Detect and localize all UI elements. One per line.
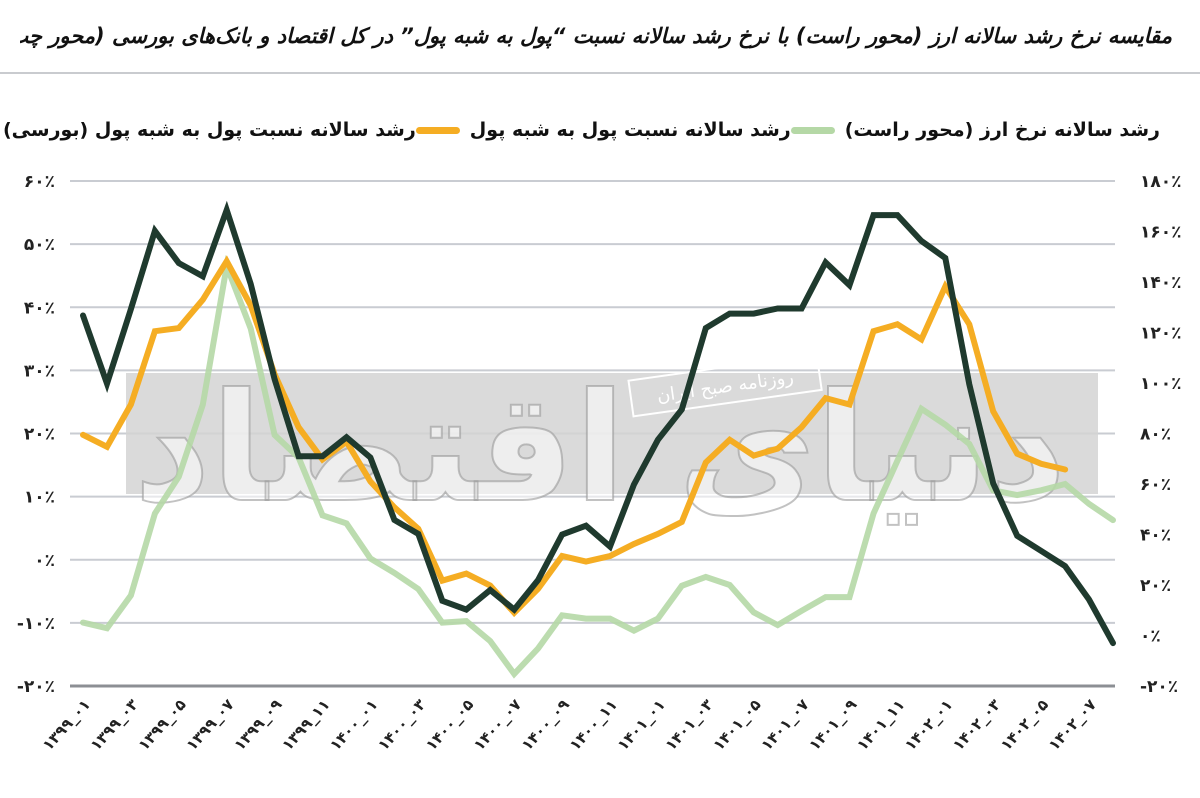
- right-axis-tick-label: -۲۰٪: [1140, 677, 1178, 697]
- left-axis-tick-label: ۵۰٪: [24, 235, 55, 255]
- x-axis-tick-label: ۱۴۰۱_۱۱: [853, 696, 908, 754]
- x-axis-tick-label: ۱۴۰۰_۰۷: [470, 696, 525, 754]
- series-lines: [80, 200, 1116, 679]
- right-axis-ticks: ۱۸۰٪ ۱۶۰٪ ۱۴۰٪ ۱۲۰٪ ۱۰۰٪ ۸۰٪ ۶۰٪ ۴۰٪ ۲۰٪ ۰٪ -۲۰٪: [1140, 172, 1182, 697]
- x-axis-tick-label: ۱۴۰۱_۰۱: [614, 696, 669, 754]
- x-axis-tick-label: ۱۳۹۹_۰۹: [230, 696, 285, 754]
- x-axis-ticks: ۱۳۹۹_۰۱۱۳۹۹_۰۳۱۳۹۹_۰۵۱۳۹۹_۰۷۱۳۹۹_۰۹۱۳۹۹_…: [39, 696, 1100, 754]
- x-axis-tick-label: ۱۴۰۲_۰۱: [901, 696, 956, 754]
- legend-label: رشد سالانه نرخ ارز (محور راست): [844, 119, 1160, 141]
- x-axis-tick-label: ۱۴۰۲_۰۳: [949, 696, 1004, 754]
- right-axis-tick-label: ۱۸۰٪: [1140, 172, 1182, 192]
- series-line-money-ratio: [80, 255, 1069, 618]
- x-axis-tick-label: ۱۴۰۲_۰۷: [1045, 696, 1100, 754]
- legend-item-money-ratio-listed-banks: رشد سالانه نسبت پول به شبه پول (بورسی): [0, 119, 416, 141]
- legend-swatch-light-green: [790, 126, 835, 134]
- right-axis-tick-label: ۰٪: [1140, 627, 1161, 647]
- left-axis-tick-label: ۲۰٪: [24, 425, 55, 445]
- left-axis-tick-label: ۴۰٪: [24, 298, 55, 318]
- legend-label: رشد سالانه نسبت پول به شبه پول: [469, 119, 791, 141]
- legend-item-money-ratio: رشد سالانه نسبت پول به شبه پول: [415, 119, 791, 141]
- right-axis-tick-label: ۶۰٪: [1140, 475, 1171, 495]
- x-axis-tick-label: ۱۳۹۹_۰۳: [87, 696, 142, 754]
- right-axis-tick-label: ۴۰٪: [1140, 526, 1171, 546]
- x-axis-tick-label: ۱۴۰۱_۰۳: [662, 696, 717, 754]
- x-axis-tick-label: ۱۴۰۰_۰۵: [422, 696, 477, 754]
- x-axis-tick-label: ۱۴۰۰_۱۱: [566, 696, 621, 754]
- series-line-listed-banks-money-ratio: [80, 200, 1116, 647]
- left-axis-tick-label: -۲۰٪: [17, 677, 55, 697]
- watermark-brand-text: دنیای اقتصاد: [134, 362, 1067, 536]
- x-axis-tick-label: ۱۴۰۰_۰۳: [374, 696, 429, 754]
- x-axis-tick-label: ۱۳۹۹_۱۱: [278, 696, 333, 754]
- x-axis-tick-label: ۱۴۰۰_۰۹: [518, 696, 573, 754]
- left-axis-tick-label: ۶۰٪: [24, 172, 55, 192]
- watermark-publisher-box: [627, 353, 823, 418]
- left-axis-tick-label: ۰٪: [34, 551, 55, 571]
- right-axis-tick-label: ۸۰٪: [1140, 425, 1171, 445]
- right-axis-tick-label: ۱۰۰٪: [1140, 374, 1182, 394]
- series-line-fx-growth: [80, 254, 1116, 679]
- watermark: روزنامه صبح ایران دنیای اقتصاد: [126, 353, 1098, 537]
- x-axis-tick-label: ۱۴۰۲_۰۵: [997, 696, 1052, 754]
- x-axis-tick-label: ۱۳۹۹_۰۵: [135, 696, 190, 754]
- left-axis-tick-label: ۱۰٪: [24, 488, 55, 508]
- right-axis-tick-label: ۲۰٪: [1140, 576, 1171, 596]
- legend-label: رشد سالانه نسبت پول به شبه پول (بورسی): [2, 119, 416, 141]
- x-axis-tick-label: ۱۳۹۹_۰۷: [183, 696, 238, 754]
- title-divider: [0, 72, 1200, 74]
- x-axis-tick-label: ۱۴۰۱_۰۷: [757, 696, 812, 754]
- chart-legend: رشد سالانه نرخ ارز (محور راست) رشد سالان…: [3, 110, 1160, 150]
- legend-swatch-orange: [415, 126, 460, 134]
- x-axis-tick-label: ۱۴۰۱_۰۵: [710, 696, 765, 754]
- watermark-band: [126, 373, 1098, 494]
- x-axis-tick-label: ۱۴۰۰_۰۱: [326, 696, 381, 754]
- left-axis-tick-label: ۳۰٪: [24, 361, 55, 381]
- right-axis-tick-label: ۱۴۰٪: [1140, 273, 1182, 293]
- right-axis-tick-label: ۱۶۰٪: [1140, 223, 1182, 243]
- legend-item-fx-growth: رشد سالانه نرخ ارز (محور راست): [790, 119, 1160, 141]
- right-axis-tick-label: ۱۲۰٪: [1140, 324, 1182, 344]
- left-axis-tick-label: -۱۰٪: [17, 614, 55, 634]
- chart-title: مقایسه نرخ رشد سالانه ارز (محور راست) با…: [20, 24, 1172, 48]
- x-axis-tick-label: ۱۴۰۱_۰۹: [805, 696, 860, 754]
- left-axis-ticks: ۶۰٪ ۵۰٪ ۴۰٪ ۳۰٪ ۲۰٪ ۱۰٪ ۰٪ -۱۰٪ -۲۰٪: [17, 172, 55, 697]
- x-axis-tick-label: ۱۳۹۹_۰۱: [39, 696, 94, 754]
